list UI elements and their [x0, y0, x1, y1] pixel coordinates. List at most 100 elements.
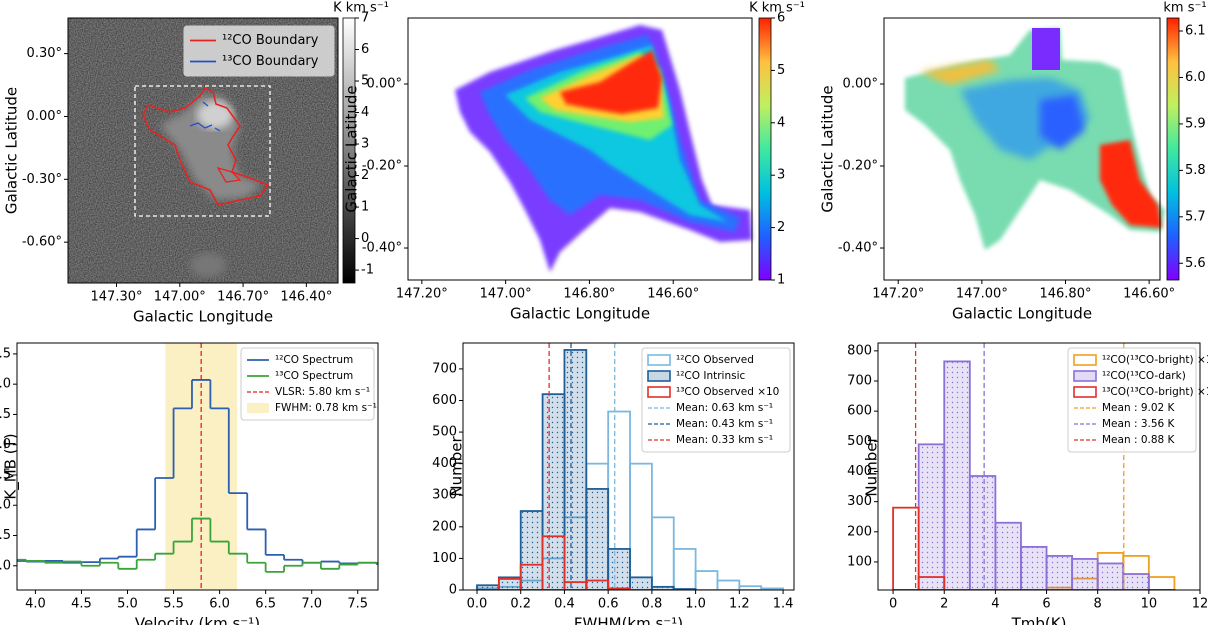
colorbar-tick-label: 3	[777, 168, 785, 183]
x-tick-label: 4	[991, 597, 999, 612]
legend-label: ¹²CO Spectrum	[275, 354, 353, 366]
y-tick-label: 100	[847, 554, 872, 569]
y-tick-label: -0.20°	[838, 159, 878, 174]
hist-bar	[1071, 558, 1099, 590]
y-tick-label: 3.0	[0, 377, 11, 392]
hist-bar	[1147, 576, 1176, 590]
legend-box	[1067, 347, 1197, 453]
x-axis-label: Tmb(K)	[1011, 615, 1067, 625]
y-tick-label: 400	[847, 464, 872, 479]
y-tick-label: 0	[449, 583, 457, 598]
colorbar-tick-label: 4	[361, 105, 369, 120]
x-tick-label: 5.0	[117, 597, 138, 612]
intensity-map	[455, 25, 752, 272]
colorbar-tick-label: 5.9	[1185, 116, 1206, 131]
axes-frame	[883, 17, 1161, 281]
y-tick-label: 700	[847, 374, 872, 389]
x-tick-label: 1.2	[729, 597, 750, 612]
y-tick-label: 300	[432, 488, 457, 503]
x-axis-label: FWHM(km s⁻¹)	[574, 615, 683, 625]
hist-bar	[694, 570, 719, 590]
hist-bar	[629, 576, 653, 590]
x-tick-label: 7.0	[301, 597, 322, 612]
hist-bar	[1096, 562, 1125, 590]
y-tick-label: 200	[847, 524, 872, 539]
y-axis-label: Number	[448, 436, 466, 497]
colorbar-tick-label: -1	[361, 263, 374, 278]
y-tick-label: -0.20°	[362, 159, 402, 174]
x-tick-label: 0.0	[467, 597, 488, 612]
colorbar-tick-label: 6.0	[1185, 70, 1206, 85]
legend-label: ¹³CO(¹³CO-bright) ×10	[1102, 386, 1208, 398]
legend-box	[641, 347, 791, 453]
legend-label: ¹³CO Observed ×10	[676, 386, 779, 398]
x-tick-label: 146.70°	[217, 290, 269, 305]
y-tick-label: 100	[432, 551, 457, 566]
legend-swatch	[1073, 370, 1097, 382]
hist-bar	[892, 506, 920, 590]
hist-bar	[1122, 573, 1150, 590]
x-tick-label: 6	[1042, 597, 1050, 612]
colorbar-tick-label: 5.8	[1185, 163, 1206, 178]
x-tick-label: 0.8	[642, 597, 663, 612]
legend-label: Mean : 0.88 K	[1102, 434, 1176, 446]
hist-bar	[917, 443, 946, 590]
legend-swatch	[647, 386, 671, 398]
colorbar-tick-label: 0	[361, 231, 369, 246]
y-axis-label: Galactic Latitude	[343, 85, 361, 212]
hist-bar	[943, 360, 971, 590]
hist-bar	[563, 349, 588, 590]
colorbar-tick-label: 6	[361, 42, 369, 57]
legend-label: Mean: 0.43 km s⁻¹	[676, 418, 773, 430]
y-tick-label: 2.0	[0, 437, 11, 452]
axes-frame	[16, 342, 379, 591]
x-tick-label: 6.5	[255, 597, 276, 612]
x-tick-label: 4.5	[71, 597, 92, 612]
x-tick-label: 147.20°	[872, 287, 924, 302]
y-tick-label: -0.30°	[22, 172, 62, 187]
x-axis-label: Galactic Longitude	[510, 305, 650, 323]
hist-bar	[1020, 545, 1048, 590]
x-axis-label: Galactic Longitude	[133, 308, 273, 326]
x-tick-label: 8	[1094, 597, 1102, 612]
plot-area	[17, 343, 378, 590]
legend-label: FWHM: 0.78 km s⁻¹	[275, 402, 377, 414]
x-axis-label: Velocity (km s⁻¹)	[135, 615, 260, 625]
x-tick-label: 146.60°	[647, 287, 699, 302]
hist-bar	[476, 584, 500, 590]
legend-label: ¹²CO(¹³CO-bright) ×10	[1102, 354, 1208, 366]
colorbar-tick-label: 1	[777, 273, 785, 288]
colorbar-tick-label: 5.6	[1185, 256, 1206, 271]
axes-frame	[462, 342, 795, 591]
colorbar-label: km s⁻¹	[1163, 1, 1206, 16]
y-tick-label: 600	[847, 404, 872, 419]
legend-label: Mean: 0.33 km s⁻¹	[676, 434, 773, 446]
hist-bar	[672, 548, 697, 590]
y-tick-label: 400	[432, 456, 457, 471]
y-tick-label: 0.0	[0, 558, 11, 573]
legend-label: ¹²CO Boundary	[222, 33, 319, 48]
colorbar-tick-label: 6	[777, 11, 785, 26]
colorbar-tick-label: 4	[777, 115, 785, 130]
x-tick-label: 0	[889, 597, 897, 612]
y-tick-label: 300	[847, 494, 872, 509]
x-tick-label: 0.6	[598, 597, 619, 612]
y-tick-label: 1.0	[0, 498, 11, 513]
x-tick-label: 147.30°	[91, 290, 143, 305]
x-tick-label: 147.20°	[396, 287, 448, 302]
colorbar-tick-label: 2	[361, 168, 369, 183]
y-tick-label: -0.40°	[362, 241, 402, 256]
legend-swatch	[647, 354, 671, 366]
x-tick-label: 7.5	[347, 597, 368, 612]
colorbar-tick-label: 2	[777, 220, 785, 235]
colorbar-tick-label: 5.7	[1185, 209, 1206, 224]
hist-bar	[519, 510, 544, 590]
legend-box	[183, 25, 335, 77]
x-tick-label: 1.4	[773, 597, 794, 612]
y-tick-label: 1.5	[0, 467, 11, 482]
x-tick-label: 0.4	[554, 597, 575, 612]
x-tick-label: 12	[1192, 597, 1208, 612]
x-tick-label: 147.00°	[956, 287, 1008, 302]
x-tick-label: 1.0	[685, 597, 706, 612]
